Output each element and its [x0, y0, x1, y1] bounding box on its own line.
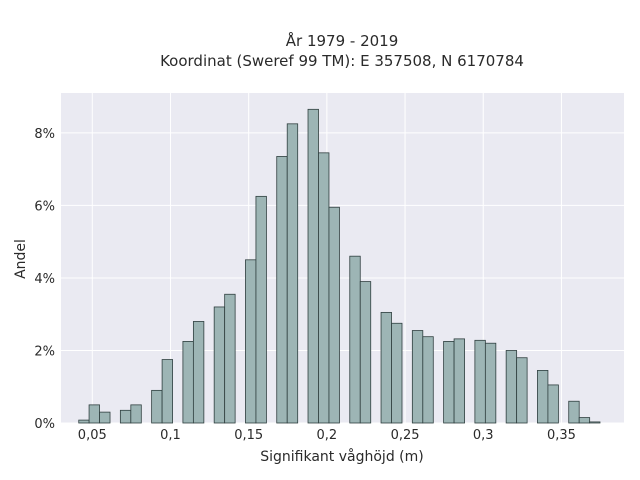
histogram-bar — [318, 152, 330, 424]
y-tick-label: 2% — [34, 344, 55, 359]
histogram-bar — [307, 108, 319, 424]
histogram-bar — [224, 293, 236, 424]
x-tick-label: 0,25 — [391, 428, 420, 443]
histogram-bar — [537, 370, 549, 424]
histogram-bar — [568, 400, 580, 424]
x-tick-label: 0,1 — [160, 428, 181, 443]
y-tick-label: 8% — [34, 127, 55, 142]
bars — [78, 108, 601, 424]
histogram-bar — [151, 389, 163, 424]
histogram-bar — [474, 339, 486, 424]
histogram-bar — [88, 404, 100, 424]
histogram-bar — [359, 281, 372, 424]
histogram-bar — [391, 322, 403, 424]
histogram-bar — [411, 330, 424, 424]
histogram-bar — [213, 306, 226, 424]
histogram-bar — [328, 206, 340, 424]
histogram-bar — [182, 341, 194, 424]
y-tick-label: 0% — [34, 417, 55, 432]
histogram-bar — [130, 404, 142, 424]
x-tick-label: 0,15 — [234, 428, 263, 443]
histogram-bar — [484, 342, 497, 424]
histogram-bar — [276, 156, 288, 424]
histogram-bar — [578, 417, 591, 424]
y-tick-label: 6% — [34, 199, 55, 214]
x-tick-label: 0,05 — [78, 428, 107, 443]
y-tick-labels: 0% 2% 4% 6% 8% — [34, 127, 55, 432]
x-axis-label: Signifikant våghöjd (m) — [260, 448, 423, 465]
histogram-bar — [78, 419, 90, 424]
histogram-bar — [349, 255, 361, 424]
y-axis-label: Andel — [13, 239, 29, 279]
histogram-bar — [589, 421, 601, 424]
histogram-bar — [286, 123, 299, 424]
y-tick-label: 4% — [34, 272, 55, 287]
histogram-bar — [453, 338, 465, 424]
histogram-bar — [119, 409, 132, 424]
histogram-bar — [245, 259, 257, 424]
histogram-bar — [380, 311, 392, 424]
x-tick-label: 0,35 — [547, 428, 576, 443]
histogram-bar — [516, 357, 528, 424]
x-tick-label: 0,2 — [317, 428, 338, 443]
x-tick-labels: 0,05 0,1 0,15 0,2 0,25 0,3 0,35 — [78, 428, 576, 443]
histogram-bar — [547, 384, 559, 424]
histogram-bar — [422, 336, 434, 424]
histogram-bar — [443, 341, 455, 424]
x-tick-label: 0,3 — [473, 428, 494, 443]
histogram-bar — [99, 411, 111, 424]
plot-area — [61, 93, 624, 423]
histogram-bar — [255, 195, 267, 424]
chart-title-line1: År 1979 - 2019 — [286, 31, 399, 50]
chart-title-line2: Koordinat (Sweref 99 TM): E 357508, N 61… — [160, 52, 524, 70]
histogram-bar — [161, 359, 173, 424]
histogram-bar — [192, 321, 205, 424]
histogram-bar — [505, 350, 518, 424]
